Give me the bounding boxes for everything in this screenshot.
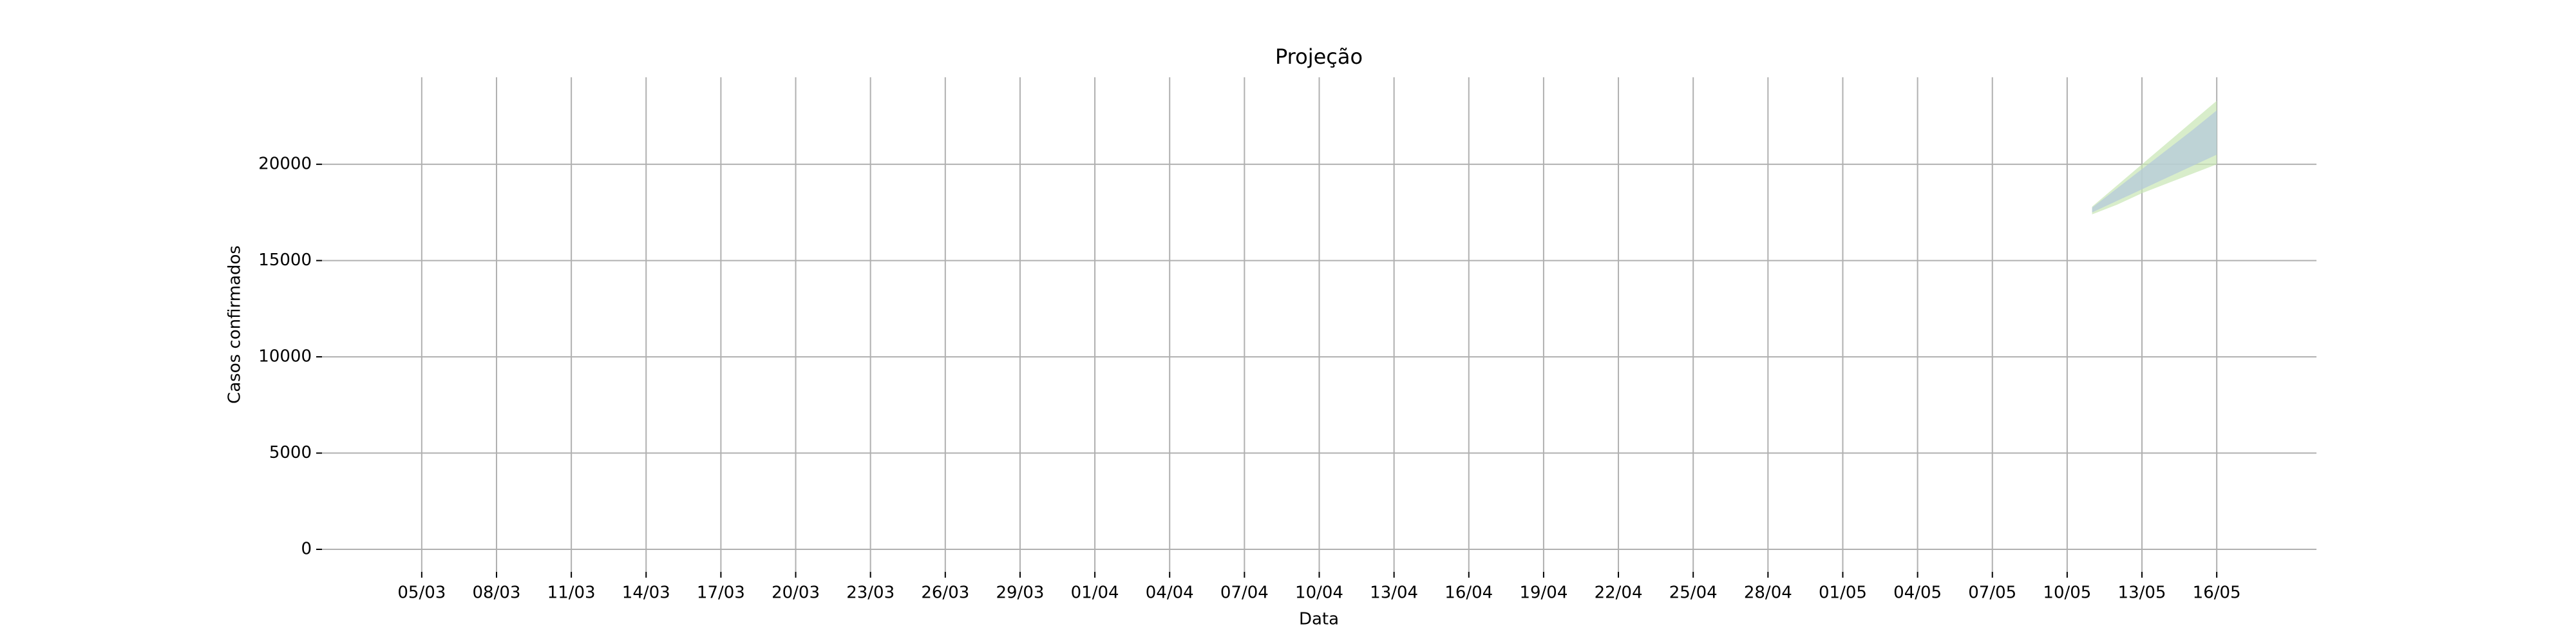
x-tick-label: 04/04 (1146, 583, 1194, 603)
x-tick-label: 23/03 (846, 583, 895, 603)
x-tick-label: 10/04 (1295, 583, 1343, 603)
x-tick-label: 07/04 (1220, 583, 1269, 603)
x-tick-label: 25/04 (1669, 583, 1718, 603)
x-tick-label: 29/03 (996, 583, 1044, 603)
chart-title: Projeção (1275, 44, 1363, 69)
x-tick-label: 11/03 (547, 583, 596, 603)
x-axis-label: Data (1299, 610, 1339, 629)
x-tick-label: 20/03 (772, 583, 820, 603)
x-tick-label: 05/03 (397, 583, 446, 603)
y-tick-label: 0 (301, 540, 312, 559)
x-tick-label: 28/04 (1744, 583, 1792, 603)
x-tick-label: 16/04 (1444, 583, 1493, 603)
x-tick-label: 19/04 (1519, 583, 1567, 603)
x-tick-label: 10/05 (2043, 583, 2091, 603)
x-tick-label: 01/04 (1071, 583, 1119, 603)
y-tick-label: 10000 (258, 347, 312, 366)
x-tick-label: 08/03 (473, 583, 521, 603)
x-tick-label: 13/05 (2118, 583, 2166, 603)
x-tick-label: 04/05 (1893, 583, 1942, 603)
x-tick-label: 14/03 (622, 583, 670, 603)
y-tick-label: 20000 (258, 155, 312, 174)
x-tick-label: 16/05 (2193, 583, 2241, 603)
x-tick-label: 17/03 (697, 583, 745, 603)
confidence-band (2092, 110, 2217, 213)
x-tick-label: 22/04 (1595, 583, 1643, 603)
x-tick-label: 07/05 (1968, 583, 2016, 603)
x-tick-label: 13/04 (1370, 583, 1418, 603)
y-axis-label: Casos confirmados (225, 245, 245, 404)
x-tick-label: 01/05 (1819, 583, 1867, 603)
y-tick-label: 15000 (258, 251, 312, 270)
y-tick-label: 5000 (269, 443, 312, 462)
x-tick-label: 26/03 (921, 583, 969, 603)
